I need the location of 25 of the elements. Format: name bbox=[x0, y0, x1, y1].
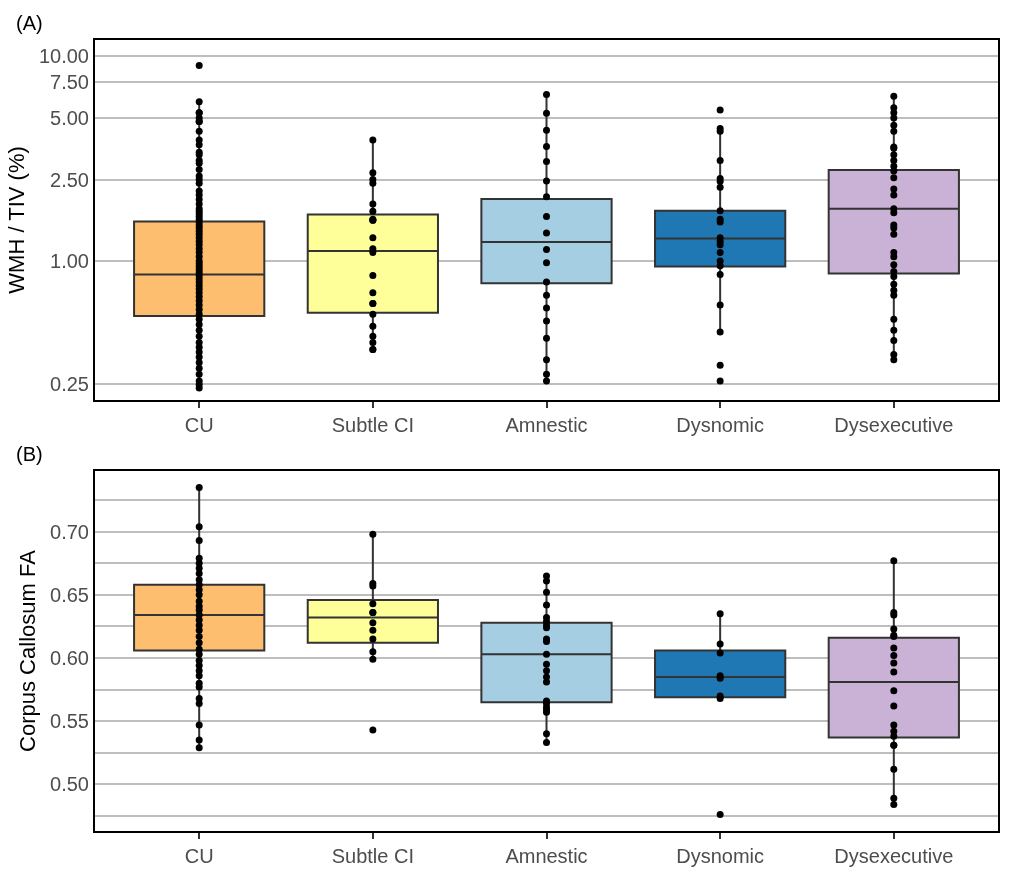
x-tick-label: Dysexecutive bbox=[834, 845, 954, 867]
x-tick-label: CU bbox=[184, 413, 214, 436]
x-tick-label: Dysnomic bbox=[676, 413, 765, 436]
text: (B) bbox=[16, 443, 43, 465]
x-tick-label: Subtle CI bbox=[331, 845, 414, 867]
y-tick-label: 0.55 bbox=[50, 710, 89, 733]
y-tick-label: 0.60 bbox=[50, 646, 89, 669]
y-tick-label: 7.50 bbox=[50, 70, 89, 93]
y-tick-label: 5.00 bbox=[50, 106, 89, 129]
x-tick-label: Amnestic bbox=[505, 845, 588, 867]
x-tick-label: Dysnomic bbox=[676, 845, 765, 867]
text: (A) bbox=[16, 12, 43, 34]
y-tick-label: 0.50 bbox=[50, 773, 89, 796]
y-tick-label: 2.50 bbox=[50, 168, 89, 191]
x-tick-label: CU bbox=[184, 845, 214, 867]
y-tick-label: 0.25 bbox=[50, 373, 89, 396]
y-tick-label: 10.00 bbox=[38, 45, 89, 68]
x-tick-label: Subtle CI bbox=[331, 413, 414, 436]
x-tick-label: Amnestic bbox=[505, 413, 588, 436]
y-axis-title: WMH / TIV (%) bbox=[4, 146, 30, 294]
x-tick-label: Dysexecutive bbox=[834, 413, 954, 436]
y-tick-label: 0.65 bbox=[50, 583, 89, 606]
y-tick-label: 1.00 bbox=[50, 250, 89, 273]
y-tick-label: 0.70 bbox=[50, 520, 89, 543]
y-axis-title: Corpus Callosum FA bbox=[15, 549, 41, 752]
